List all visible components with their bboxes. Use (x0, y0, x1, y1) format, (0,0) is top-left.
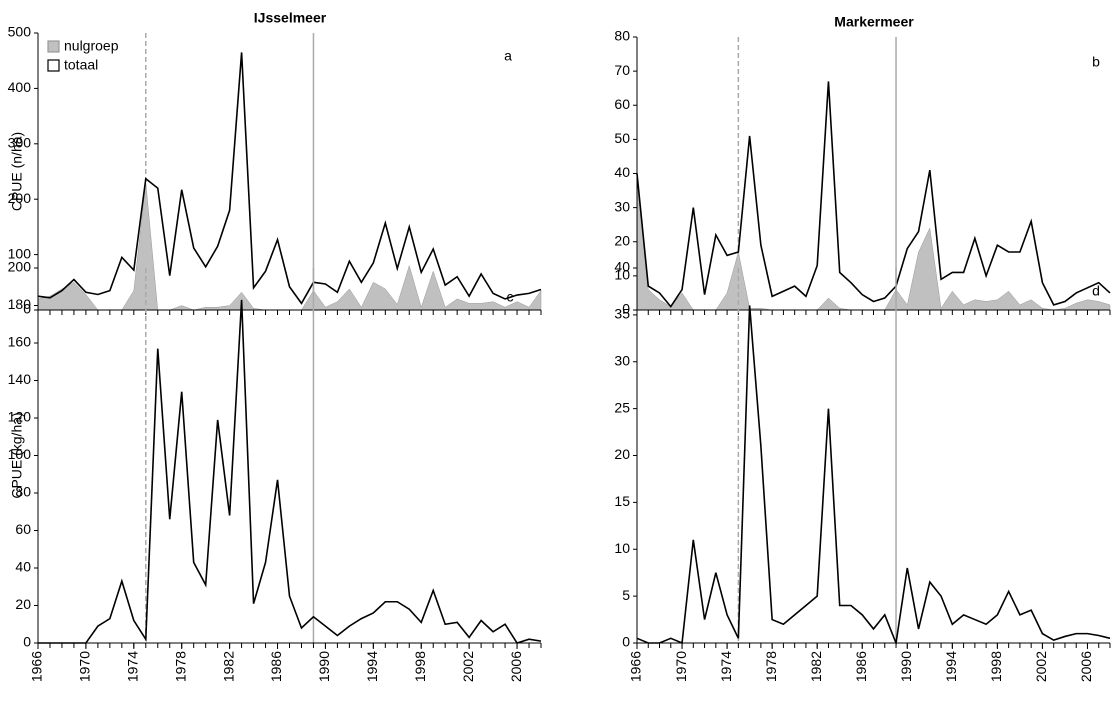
y-tick-label: 10 (614, 267, 630, 283)
x-tick-label: 1990 (898, 651, 914, 682)
x-tick-label: 1970 (673, 651, 689, 682)
y-tick-label: 35 (614, 306, 630, 322)
y-tick-label: 100 (8, 446, 32, 462)
y-tick-label: 20 (614, 232, 630, 248)
x-tick-label: 1970 (77, 651, 93, 682)
line (38, 299, 542, 644)
x-tick-label: 1974 (718, 651, 734, 682)
x-tick-label: 1994 (943, 651, 959, 682)
x-tick-label: 1966 (29, 651, 45, 682)
y-tick-label: 20 (614, 446, 630, 462)
y-tick-label: 80 (614, 28, 630, 44)
y-tick-label: 200 (8, 190, 32, 206)
y-tick-label: 25 (614, 399, 630, 415)
y-tick-label: 70 (614, 62, 630, 78)
y-tick-label: 20 (15, 596, 31, 612)
x-tick-label: 1986 (268, 651, 284, 682)
y-tick-label: 50 (614, 130, 630, 146)
y-tick-label: 60 (614, 96, 630, 112)
area (636, 180, 1111, 311)
x-tick-label: 1998 (412, 651, 428, 682)
x-tick-label: 2002 (1033, 651, 1049, 682)
line (37, 52, 542, 305)
x-tick-label: 1982 (808, 651, 824, 682)
y-tick-label: 180 (8, 296, 32, 312)
y-tick-label: 5 (622, 587, 630, 603)
y-tick-label: 60 (15, 521, 31, 537)
y-tick-label: 15 (614, 493, 630, 509)
x-tick-label: 1990 (316, 651, 332, 682)
y-tick-label: 300 (8, 135, 32, 151)
panel-letter: b (1092, 54, 1100, 70)
line (636, 81, 1111, 308)
y-tick-label: 40 (15, 559, 31, 575)
y-tick-label: 40 (614, 259, 630, 275)
x-tick-label: 2006 (508, 651, 524, 682)
panel-letter: c (507, 289, 514, 305)
y-tick-label: 0 (23, 301, 31, 317)
legend-label: totaal (64, 57, 98, 73)
legend-label: nulgroep (64, 38, 119, 54)
y-tick-label: 30 (614, 352, 630, 368)
panel-title: Markermeer (834, 14, 914, 30)
panel-letter: d (1092, 283, 1100, 299)
x-tick-label: 1978 (172, 651, 188, 682)
x-tick-label: 1966 (628, 651, 644, 682)
x-tick-label: 1986 (853, 651, 869, 682)
x-tick-label: 2006 (1078, 651, 1094, 682)
y-tick-label: 200 (8, 259, 32, 275)
x-tick-label: 1998 (988, 651, 1004, 682)
y-tick-label: 30 (614, 198, 630, 214)
y-tick-label: 140 (8, 371, 32, 387)
legend-swatch (47, 40, 60, 53)
y-tick-label: 160 (8, 334, 32, 350)
y-tick-label: 0 (23, 634, 31, 650)
y-tick-label: 10 (614, 540, 630, 556)
y-tick-label: 40 (614, 164, 630, 180)
x-tick-label: 1978 (763, 651, 779, 682)
y-tick-label: 400 (8, 79, 32, 95)
panel-title: IJsselmeer (254, 10, 327, 26)
y-tick-label: 0 (622, 301, 630, 317)
x-tick-label: 1974 (125, 651, 141, 682)
x-tick-label: 1982 (220, 651, 236, 682)
y-tick-label: 100 (8, 245, 32, 261)
x-tick-label: 1994 (364, 651, 380, 682)
line (636, 305, 1111, 647)
y-tick-label: 0 (622, 634, 630, 650)
y-axis-label: CPUE (kg/ha) (9, 412, 25, 498)
legend-swatch (47, 59, 60, 72)
y-axis-label: CPUE (n/ha) (9, 132, 25, 211)
panel-letter: a (504, 48, 512, 64)
x-tick-label: 2002 (460, 651, 476, 682)
y-tick-label: 500 (8, 24, 32, 40)
y-tick-label: 80 (15, 484, 31, 500)
y-tick-label: 120 (8, 409, 32, 425)
